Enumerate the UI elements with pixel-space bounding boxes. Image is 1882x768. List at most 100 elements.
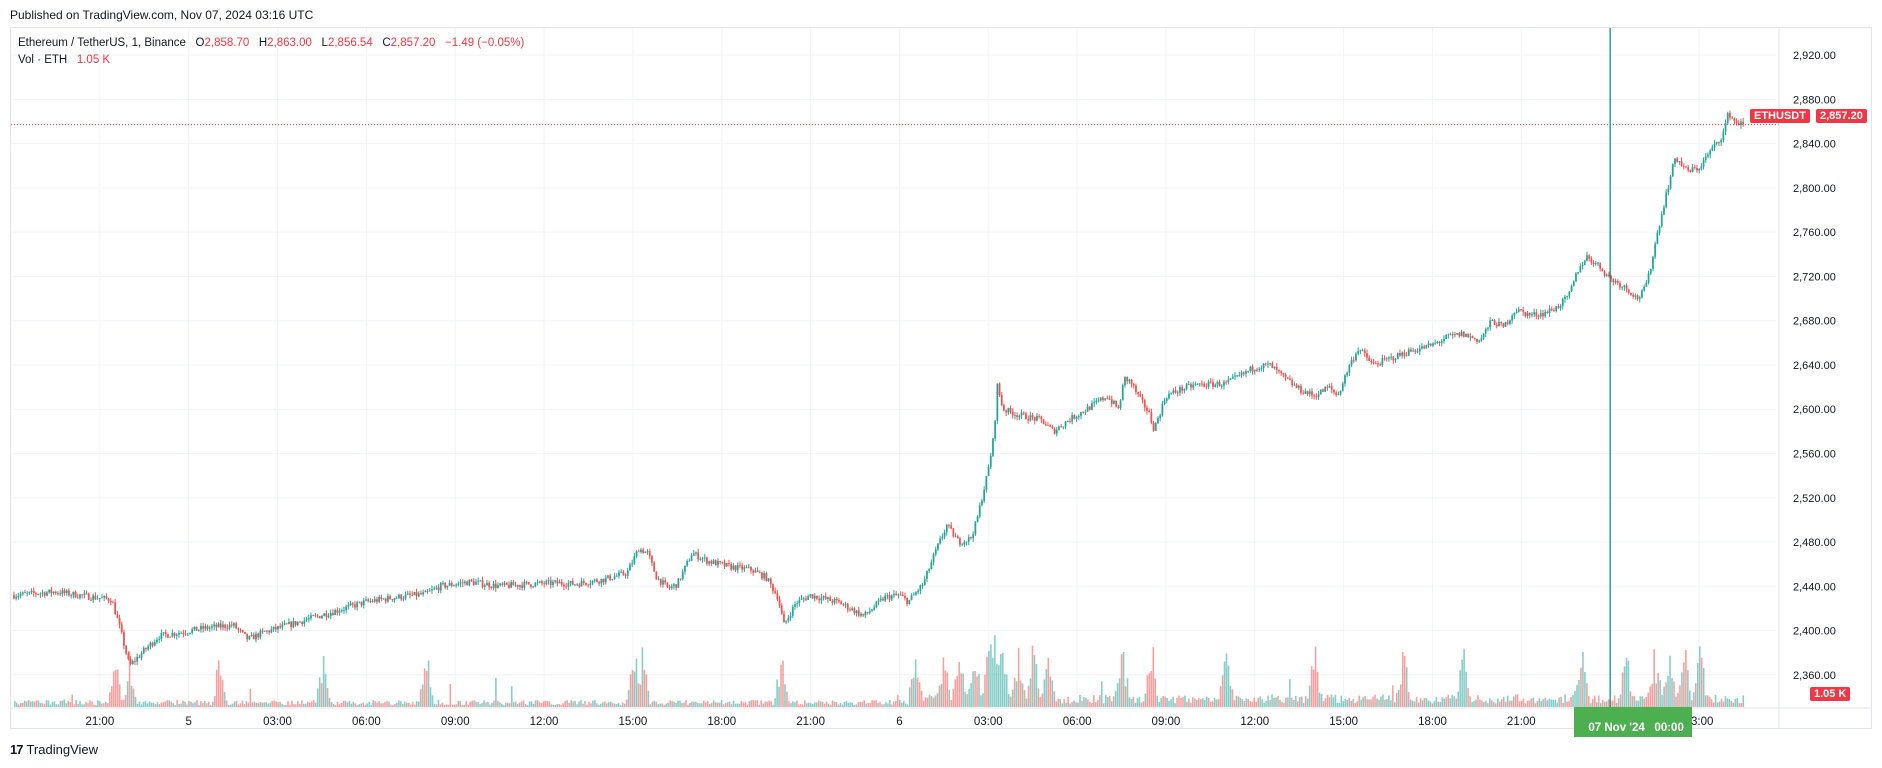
volume-bar (307, 701, 309, 707)
volume-bar (1740, 702, 1743, 707)
candle-body (1641, 290, 1643, 298)
candle-body (164, 632, 167, 635)
volume-bar (114, 669, 117, 707)
candle-body (1278, 369, 1280, 372)
volume-bar (1087, 699, 1089, 707)
candle-body (600, 578, 603, 584)
candle-body (127, 653, 130, 660)
volume-bar (1106, 696, 1109, 707)
candle-body (1313, 395, 1316, 397)
volume-bar (946, 672, 949, 707)
volume-bar (902, 700, 905, 707)
candle-body (224, 624, 227, 628)
candle-body (686, 561, 689, 566)
volume-bar (1132, 696, 1135, 707)
candle-body (684, 565, 686, 572)
volume-bar (396, 702, 398, 707)
candle-body (928, 569, 931, 571)
candle-body (855, 610, 858, 614)
volume-bar (1491, 700, 1493, 707)
candle-body (283, 623, 286, 625)
candle-body (1610, 276, 1613, 279)
volume-bar (768, 700, 770, 707)
volume-bar (1453, 696, 1456, 707)
volume-bar (1530, 698, 1533, 707)
volume-bar (1643, 698, 1646, 707)
candle-body (833, 598, 836, 603)
candle-body (197, 629, 200, 631)
volume-bar (992, 657, 994, 707)
volume-bar (766, 701, 768, 707)
volume-bar (336, 701, 339, 707)
volume-bar (263, 702, 266, 707)
candle-body (1390, 356, 1393, 358)
volume-bar (392, 704, 394, 707)
candle-body (822, 596, 825, 598)
volume-bar (1714, 694, 1717, 707)
volume-bar (918, 682, 921, 707)
volume-bar (1053, 691, 1056, 707)
symbol-title[interactable]: Ethereum / TetherUS, 1, Binance (18, 37, 186, 49)
candle-body (1130, 379, 1133, 385)
candle-body (1029, 415, 1032, 421)
candle-body (65, 590, 68, 594)
volume-bar (1348, 697, 1351, 707)
volume-bar (29, 701, 32, 707)
volume-bar (720, 700, 723, 707)
candle-body (292, 621, 295, 628)
volume-bar (669, 700, 671, 707)
volume-bar (1647, 692, 1650, 707)
candle-body (343, 610, 345, 611)
volume-bar (1051, 680, 1054, 707)
candle-body (1539, 313, 1542, 317)
low-label: L (321, 37, 328, 49)
candle-body (503, 582, 506, 585)
volume-bar (1182, 696, 1184, 707)
candle-body (941, 536, 944, 539)
candle-body (681, 571, 684, 580)
candle-body (1555, 306, 1558, 312)
volume-bar (19, 703, 22, 707)
volume-label[interactable]: Vol · ETH (18, 54, 68, 66)
candle-body (389, 596, 392, 600)
volume-badge-label: 1.05 K (1814, 688, 1847, 700)
candle-body (1157, 418, 1159, 424)
candle-body (1559, 306, 1562, 308)
candle-body (1372, 362, 1375, 364)
crosshair-date-badge: 07 Nov '24 00:00 (1574, 707, 1692, 737)
price-chart[interactable]: 2,920.002,880.002,840.002,800.002,760.00… (11, 28, 1871, 728)
volume-bar (1597, 695, 1600, 707)
volume-bar (1211, 701, 1214, 707)
volume-bar (906, 704, 909, 707)
volume-bar (235, 700, 238, 707)
volume-bar (802, 704, 804, 707)
volume-bar (475, 701, 477, 707)
volume-bar (483, 700, 485, 707)
candle-body (499, 583, 502, 586)
chart-area[interactable]: 2,920.00 2,880.00 2,840.00 2,800.00 2,760.00… (10, 27, 1872, 729)
volume-bar (283, 704, 285, 707)
candle-body (915, 592, 917, 595)
candle-body (1040, 416, 1043, 420)
volume-bar (1461, 659, 1463, 707)
volume-bar (122, 699, 125, 707)
volume-bar (1172, 696, 1174, 707)
candle-body (314, 615, 317, 617)
y-tick-label: 2,640.00 (1793, 360, 1836, 372)
volume-bar (960, 673, 963, 707)
volume-bar (21, 702, 24, 707)
volume-bar (386, 701, 388, 707)
candle-body (884, 595, 887, 601)
candle-body (305, 619, 308, 621)
volume-bar (287, 701, 289, 707)
volume-bar (607, 702, 610, 707)
volume-bar (61, 700, 64, 707)
footer-brand[interactable]: 17 TradingView (10, 742, 98, 757)
volume-bar (314, 702, 317, 707)
volume-bar (459, 701, 462, 707)
volume-bar (1405, 667, 1408, 707)
volume-bar (1661, 695, 1663, 707)
volume-bar (1063, 699, 1065, 707)
candle-body (873, 607, 876, 610)
candle-body (1484, 328, 1487, 334)
